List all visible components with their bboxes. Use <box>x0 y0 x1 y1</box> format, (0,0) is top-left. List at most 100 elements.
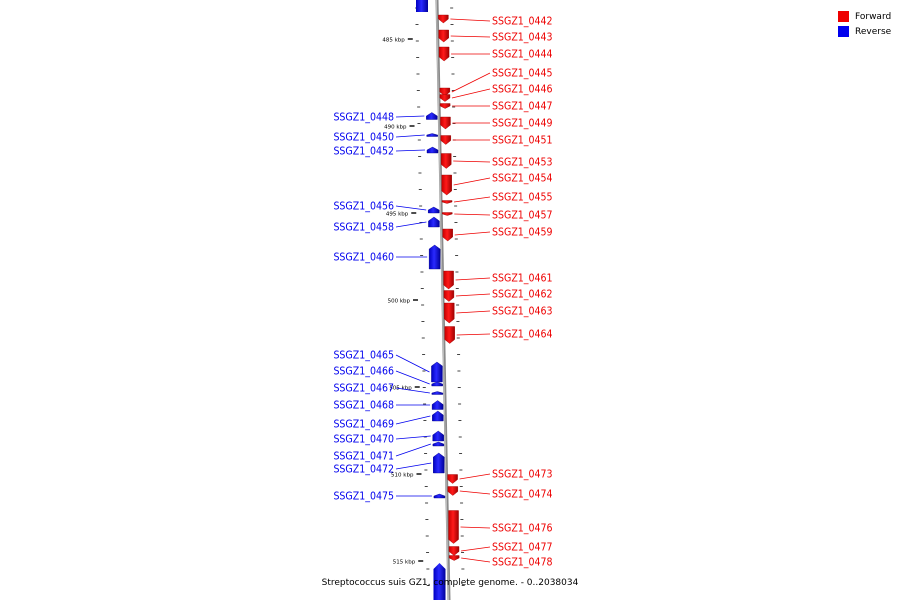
reverse-gene-arrow[interactable] <box>426 112 438 120</box>
forward-gene-arrow[interactable] <box>441 200 453 204</box>
reverse-gene-label[interactable]: SSGZ1_0472 <box>333 464 394 476</box>
forward-gene-label[interactable]: SSGZ1_0463 <box>492 306 553 318</box>
reverse-gene-label[interactable]: SSGZ1_0452 <box>333 146 394 158</box>
reverse-gene-arrow[interactable] <box>432 430 444 442</box>
reverse-gene-arrow[interactable] <box>431 391 444 395</box>
reverse-gene-arrow[interactable] <box>433 563 446 600</box>
reverse-gene-arrow[interactable] <box>428 244 441 270</box>
legend-reverse[interactable]: Reverse <box>838 24 898 39</box>
forward-gene-label[interactable]: SSGZ1_0442 <box>492 16 553 28</box>
forward-gene-arrow[interactable] <box>438 14 449 24</box>
forward-swatch <box>838 11 849 22</box>
forward-gene-leader <box>456 310 491 314</box>
reverse-gene-leader <box>395 115 425 118</box>
forward-gene-leader <box>453 196 491 203</box>
reverse-gene-leader <box>395 415 431 425</box>
forward-gene-label[interactable]: SSGZ1_0446 <box>492 84 553 96</box>
axis-tick-label: 485 kbp <box>382 38 405 44</box>
forward-gene-label[interactable]: SSGZ1_0451 <box>492 135 553 147</box>
forward-gene-label[interactable]: SSGZ1_0473 <box>492 469 553 481</box>
forward-gene-arrow[interactable] <box>443 270 454 290</box>
reverse-gene-arrow[interactable] <box>416 0 428 12</box>
forward-gene-arrow[interactable] <box>439 103 451 109</box>
forward-gene-label[interactable]: SSGZ1_0447 <box>492 101 553 113</box>
forward-gene-label[interactable]: SSGZ1_0457 <box>492 210 553 222</box>
axis-tick-label: 500 kbp <box>388 299 411 305</box>
forward-gene-arrow[interactable] <box>447 486 459 496</box>
forward-gene-label[interactable]: SSGZ1_0443 <box>492 32 553 44</box>
forward-gene-label[interactable]: SSGZ1_0476 <box>492 523 553 535</box>
forward-gene-leader <box>456 333 491 336</box>
forward-gene-label[interactable]: SSGZ1_0445 <box>492 68 553 80</box>
reverse-gene-arrow[interactable] <box>431 361 443 383</box>
reverse-gene-label[interactable]: SSGZ1_0456 <box>333 201 394 213</box>
reverse-gene-leader <box>395 387 430 394</box>
reverse-gene-label[interactable]: SSGZ1_0475 <box>333 491 394 503</box>
reverse-gene-arrow[interactable] <box>431 400 444 410</box>
forward-gene-label[interactable]: SSGZ1_0462 <box>492 289 553 301</box>
forward-gene-arrow[interactable] <box>442 212 453 216</box>
reverse-gene-arrow[interactable] <box>428 206 440 214</box>
genome-caption: Streptococcus suis GZ1, complete genome.… <box>321 578 579 588</box>
genome-backbone <box>435 0 451 600</box>
reverse-gene-label[interactable]: SSGZ1_0465 <box>333 350 394 362</box>
reverse-gene-label[interactable]: SSGZ1_0460 <box>333 252 394 264</box>
forward-gene-arrow[interactable] <box>443 290 455 302</box>
reverse-gene-label[interactable]: SSGZ1_0470 <box>333 434 394 446</box>
forward-gene-arrow[interactable] <box>444 302 455 324</box>
legend-forward[interactable]: Forward <box>838 9 898 24</box>
forward-gene-arrow[interactable] <box>439 94 451 102</box>
forward-gene-arrow[interactable] <box>441 174 452 196</box>
reverse-gene-arrow[interactable] <box>433 493 446 499</box>
forward-gene-arrow[interactable] <box>447 474 458 484</box>
forward-gene-arrow[interactable] <box>448 546 460 556</box>
forward-gene-leader <box>461 557 491 563</box>
forward-gene-arrow[interactable] <box>438 46 450 62</box>
forward-gene-arrow[interactable] <box>440 135 451 145</box>
forward-gene-label[interactable]: SSGZ1_0474 <box>492 489 553 501</box>
reverse-gene-arrow[interactable] <box>428 216 440 228</box>
reverse-gene-leader <box>395 462 432 470</box>
forward-gene-arrow[interactable] <box>441 153 452 169</box>
backbone-highlight <box>436 0 449 600</box>
forward-gene-label[interactable]: SSGZ1_0459 <box>492 227 553 239</box>
forward-gene-arrow[interactable] <box>442 228 453 242</box>
forward-gene-label[interactable]: SSGZ1_0464 <box>492 329 553 341</box>
reverse-gene-arrow[interactable] <box>433 452 445 474</box>
reverse-gene-label[interactable]: SSGZ1_0450 <box>333 132 394 144</box>
forward-gene-label[interactable]: SSGZ1_0454 <box>492 173 553 185</box>
forward-gene-label[interactable]: SSGZ1_0455 <box>492 192 553 204</box>
forward-gene-label[interactable]: SSGZ1_0461 <box>492 273 553 285</box>
forward-gene-arrow[interactable] <box>438 29 449 43</box>
forward-gene-leader <box>459 490 491 495</box>
forward-gene-arrow[interactable] <box>440 116 451 130</box>
forward-gene-label[interactable]: SSGZ1_0478 <box>492 557 553 569</box>
forward-gene-label[interactable]: SSGZ1_0444 <box>492 49 553 61</box>
reverse-gene-arrow[interactable] <box>432 441 445 447</box>
reverse-gene-label[interactable]: SSGZ1_0471 <box>333 451 394 463</box>
reverse-gene-arrow[interactable] <box>432 410 444 422</box>
reverse-gene-label[interactable]: SSGZ1_0467 <box>333 383 394 395</box>
reverse-gene-label[interactable]: SSGZ1_0468 <box>333 400 394 412</box>
forward-gene-label[interactable]: SSGZ1_0477 <box>492 542 553 554</box>
reverse-gene-label[interactable]: SSGZ1_0466 <box>333 366 394 378</box>
forward-gene-arrow[interactable] <box>444 326 455 344</box>
reverse-gene-label[interactable]: SSGZ1_0469 <box>333 419 394 431</box>
reverse-gene-arrow[interactable] <box>426 133 438 137</box>
reverse-gene-arrow[interactable] <box>426 146 439 154</box>
forward-gene-arrow[interactable] <box>448 555 460 561</box>
legend-forward-label: Forward <box>855 11 892 22</box>
reverse-gene-label[interactable]: SSGZ1_0458 <box>333 222 394 234</box>
forward-gene-label[interactable]: SSGZ1_0449 <box>492 118 553 130</box>
forward-gene-label[interactable]: SSGZ1_0453 <box>492 157 553 169</box>
forward-gene-leader <box>460 526 491 529</box>
axis-tick-label: 510 kbp <box>391 473 414 479</box>
axis-tick-label: 515 kbp <box>393 560 416 566</box>
legend: Forward Reverse <box>838 9 898 39</box>
reverse-gene-arrow[interactable] <box>431 381 443 387</box>
forward-gene-arrow[interactable] <box>448 510 459 544</box>
forward-gene-arrow[interactable] <box>439 87 451 97</box>
forward-gene-leader <box>459 473 491 480</box>
forward-gene-leader <box>455 277 491 281</box>
reverse-gene-label[interactable]: SSGZ1_0448 <box>333 112 394 124</box>
